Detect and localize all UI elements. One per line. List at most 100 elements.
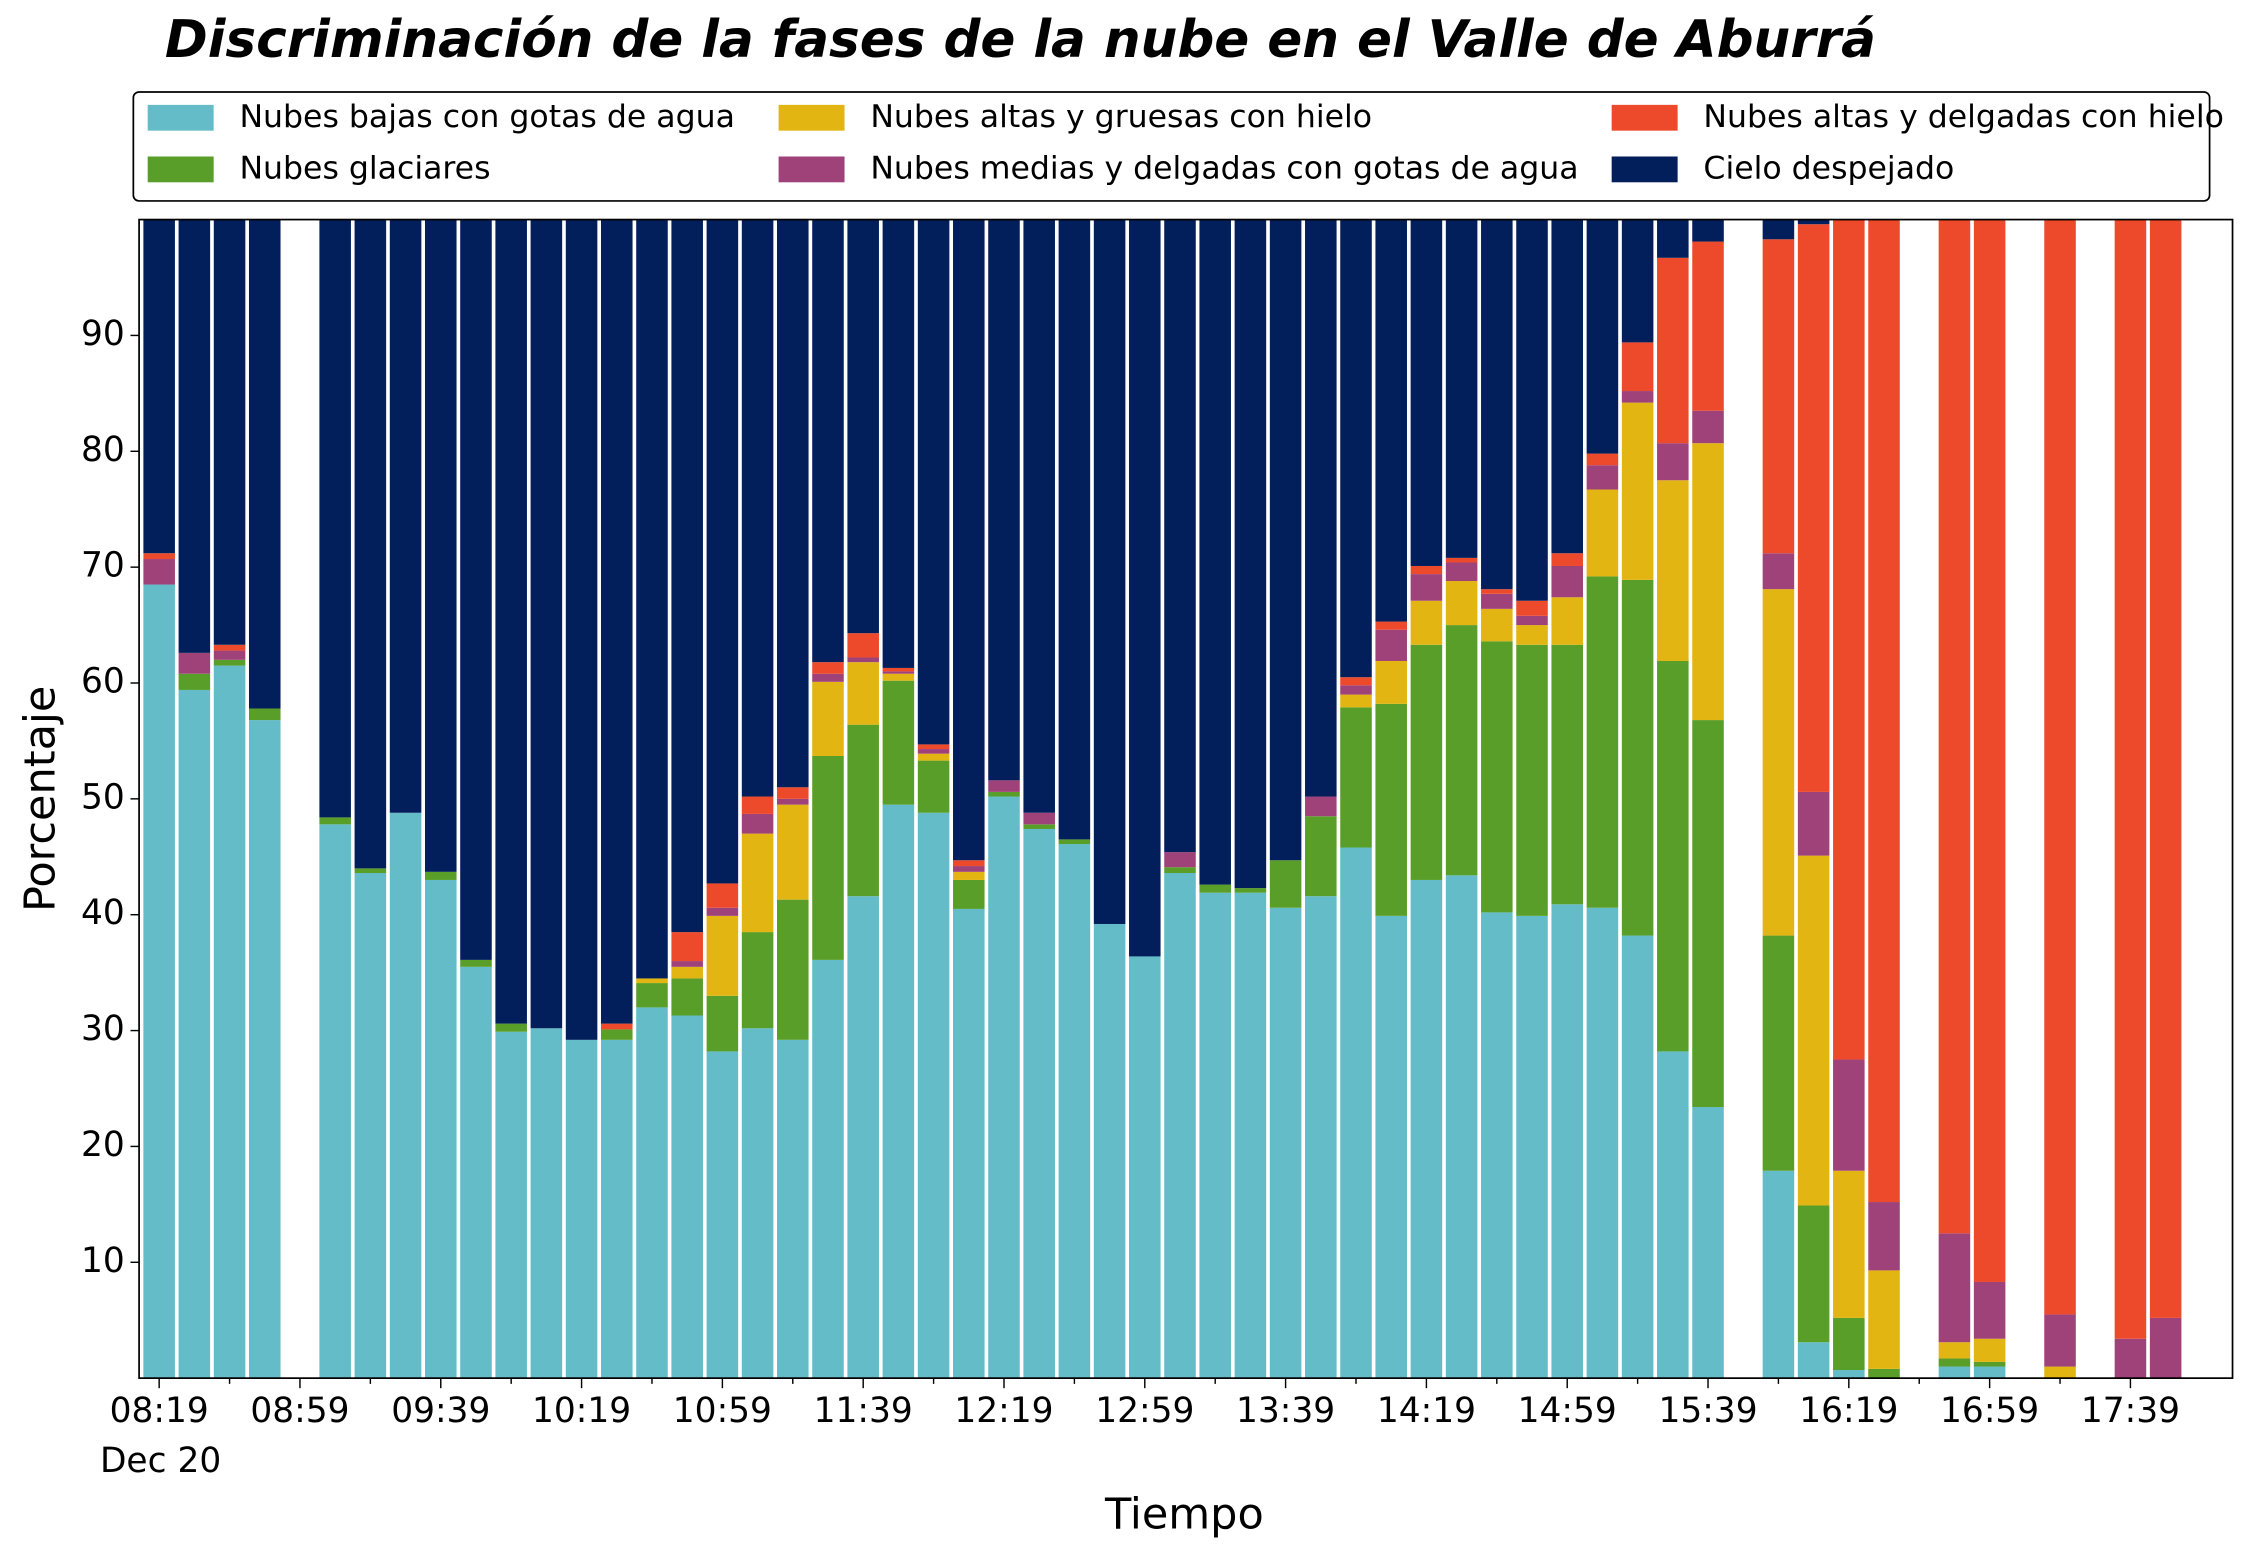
bar-segment (1833, 1059, 1865, 1171)
bar-segment (1762, 1170, 1795, 1379)
bar-segment (882, 219, 915, 668)
legend-label: Nubes bajas con gotas de agua (239, 99, 734, 135)
bar-segment (1199, 884, 1231, 893)
x-tick-label: 16:59 (1940, 1391, 2039, 1431)
bar-segment (1657, 443, 1689, 481)
x-axis-label: Tiempo (1104, 1490, 1264, 1540)
bar-segment (1445, 557, 1478, 563)
bar-segment (1973, 1281, 2006, 1339)
bar-segment (1621, 935, 1654, 1379)
bar-segment (213, 219, 246, 645)
x-tick-label: 12:19 (954, 1391, 1053, 1431)
bar-segment (1481, 641, 1513, 913)
bar-segment (1058, 219, 1091, 840)
bar-segment (1621, 342, 1654, 392)
bar-segment (882, 804, 915, 1379)
bar-segment (565, 219, 598, 1040)
bar-segment (1973, 1338, 2006, 1362)
bar-segment (706, 995, 739, 1052)
bar-segment (1410, 565, 1443, 575)
bar-segment (1797, 1205, 1830, 1343)
bar-segment (1762, 589, 1795, 936)
y-axis-label: Porcentaje (16, 686, 66, 912)
bar-segment (741, 219, 774, 797)
bar-segment (1058, 839, 1091, 845)
bar-segment (777, 899, 809, 1040)
bar-segment (1551, 219, 1583, 554)
bar-segment (248, 720, 281, 1379)
bar-segment (1164, 867, 1196, 874)
y-tick-label: 60 (81, 662, 125, 702)
bar-segment (2044, 1314, 2076, 1367)
bar-segment (953, 219, 985, 861)
bar-segment (1797, 1342, 1830, 1379)
bar-segment (1657, 660, 1689, 1052)
x-tick-label: 15:39 (1658, 1391, 1757, 1431)
bar-segment (1586, 576, 1619, 908)
bar-segment (1692, 720, 1724, 1108)
x-tick-label: 11:39 (814, 1391, 913, 1431)
bar-segment (1340, 677, 1372, 686)
bar-segment (636, 1007, 668, 1379)
y-tick-label: 80 (81, 430, 125, 470)
bar-segment (1868, 219, 1900, 1203)
x-tick-label: 13:39 (1236, 1391, 1335, 1431)
bar-segment (917, 812, 950, 1379)
bar-segment (1657, 480, 1689, 661)
bar-segment (1938, 1342, 1971, 1359)
bar-segment (706, 1051, 739, 1379)
bar-segment (601, 1023, 633, 1030)
bar-segment (1586, 219, 1619, 454)
bar-segment (1410, 600, 1443, 645)
bar-segment (1973, 219, 2006, 1282)
bar-segment (2044, 219, 2076, 1315)
bar-segment (1551, 644, 1583, 905)
bar-segment (1445, 581, 1478, 626)
bar-segment (1692, 241, 1724, 411)
bar-segment (812, 959, 844, 1379)
bar-segment (988, 219, 1020, 781)
y-tick-label: 70 (81, 546, 125, 586)
bar-segment (1445, 562, 1478, 582)
legend-label: Cielo despejado (1703, 150, 1954, 186)
legend: Nubes bajas con gotas de agua Nubes glaci… (147, 99, 2224, 186)
bar-segment (1868, 1202, 1900, 1271)
bar-segment (671, 961, 703, 967)
bar-segment (460, 219, 492, 960)
bar-segment (953, 879, 985, 909)
bar-segment (424, 219, 457, 872)
bar-segment (741, 932, 774, 1029)
bar-segment (988, 791, 1020, 797)
bar-segment (460, 959, 492, 967)
bar-segment (1797, 224, 1830, 792)
bar-segment (1973, 1361, 2006, 1367)
x-tick-label: 17:39 (2081, 1391, 2180, 1431)
x-tick-label: 16:19 (1799, 1391, 1898, 1431)
legend-swatch (147, 104, 214, 131)
bar-segment (601, 219, 633, 1024)
bar-segment (1797, 219, 1830, 225)
bar-segment (1445, 219, 1478, 558)
bar-segment (2114, 1338, 2147, 1379)
bar-segment (1516, 625, 1548, 645)
bar-segment (953, 908, 985, 1379)
bar-segment (424, 879, 457, 1379)
bar-segment (601, 1029, 633, 1040)
bar-segment (1445, 875, 1478, 1379)
bar-segment (1621, 219, 1654, 343)
bar-segment (1692, 410, 1724, 444)
bar-segment (1551, 904, 1583, 1379)
bar-segment (1410, 644, 1443, 880)
bar-segment (671, 966, 703, 979)
bar-segment (1551, 597, 1583, 645)
bar-segment (777, 219, 809, 788)
bar-segment (1305, 816, 1337, 897)
bar-segment (741, 796, 774, 814)
bar-segment (812, 673, 844, 682)
bar-segment (847, 219, 879, 634)
bar-segment (1586, 465, 1619, 490)
bar-segment (812, 755, 844, 960)
bar-segment (1375, 703, 1407, 916)
bar-segment (424, 871, 457, 880)
